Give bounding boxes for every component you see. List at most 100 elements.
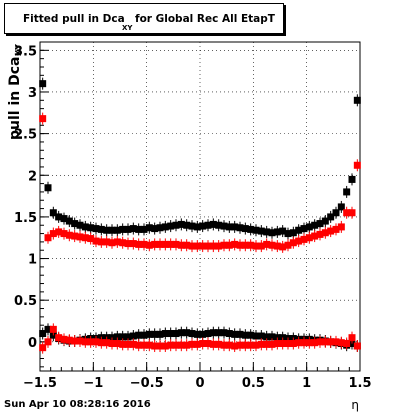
data-point-marker xyxy=(44,234,52,242)
data-point-marker xyxy=(124,333,132,341)
data-point-marker xyxy=(140,240,148,248)
data-point-marker xyxy=(263,228,271,236)
data-point-marker xyxy=(81,223,89,231)
data-point-marker xyxy=(236,330,244,338)
data-point-marker xyxy=(305,234,313,242)
data-point-marker xyxy=(145,241,153,249)
data-point-marker xyxy=(273,228,281,236)
data-point-marker xyxy=(140,331,148,339)
data-point-marker xyxy=(311,221,319,229)
data-point-marker xyxy=(263,340,271,348)
data-point-marker xyxy=(231,342,239,350)
data-point-marker xyxy=(236,224,244,232)
data-point-marker xyxy=(76,337,84,345)
data-point-marker xyxy=(97,225,105,233)
data-point-marker xyxy=(103,238,111,246)
data-point-marker xyxy=(87,235,95,243)
data-point-marker xyxy=(353,96,361,104)
data-point-marker xyxy=(172,221,180,229)
data-point-marker xyxy=(55,213,63,221)
data-point-marker xyxy=(119,333,127,341)
data-point-marker xyxy=(55,228,63,236)
data-point-marker xyxy=(204,221,212,229)
data-point-marker xyxy=(156,240,164,248)
data-point-marker xyxy=(300,339,308,347)
data-point-marker xyxy=(188,242,196,250)
y-tick-label: 3 xyxy=(28,86,37,101)
data-point-marker xyxy=(188,340,196,348)
data-point-marker xyxy=(199,222,207,230)
data-point-marker xyxy=(337,339,345,347)
data-point-marker xyxy=(225,341,233,349)
data-point-marker xyxy=(92,237,100,245)
data-point-marker xyxy=(113,226,121,234)
data-point-marker xyxy=(87,224,95,232)
data-point-marker xyxy=(257,332,265,340)
data-point-marker xyxy=(289,239,297,247)
data-point-marker xyxy=(241,341,249,349)
y-tick-label: 2.5 xyxy=(14,128,37,143)
data-point-marker xyxy=(215,221,223,229)
data-point-marker xyxy=(284,340,292,348)
y-tick-label: 0.5 xyxy=(14,294,37,309)
y-axis-label-subscript: XY xyxy=(14,44,23,56)
data-point-marker xyxy=(44,325,52,333)
data-point-marker xyxy=(209,329,217,337)
data-point-marker xyxy=(311,232,319,240)
chart-title-main: Fitted pull in Dca xyxy=(23,13,125,25)
data-point-marker xyxy=(135,331,143,339)
data-point-marker xyxy=(247,241,255,249)
data-point-marker xyxy=(321,338,329,346)
x-tick-label: 0.5 xyxy=(242,376,265,391)
data-point-marker xyxy=(337,203,345,211)
data-point-marker xyxy=(151,330,159,338)
data-point-marker xyxy=(215,242,223,250)
data-point-marker xyxy=(167,222,175,230)
data-point-marker xyxy=(151,342,159,350)
data-point-marker xyxy=(295,339,303,347)
data-point-marker xyxy=(135,240,143,248)
data-point-marker xyxy=(236,341,244,349)
data-point-marker xyxy=(252,242,260,250)
data-point-marker xyxy=(247,225,255,233)
data-point-marker xyxy=(295,237,303,245)
data-point-marker xyxy=(193,340,201,348)
data-point-marker xyxy=(135,341,143,349)
data-point-marker xyxy=(145,330,153,338)
data-point-marker xyxy=(87,338,95,346)
data-point-marker xyxy=(252,226,260,234)
data-point-marker xyxy=(327,213,335,221)
data-point-marker xyxy=(348,209,356,217)
data-point-marker xyxy=(108,340,116,348)
data-point-marker xyxy=(289,340,297,348)
data-point-marker xyxy=(353,161,361,169)
data-point-marker xyxy=(39,330,47,338)
data-point-marker xyxy=(39,115,47,123)
data-point-marker xyxy=(316,220,324,228)
data-point-marker xyxy=(76,221,84,229)
data-point-marker xyxy=(295,226,303,234)
data-point-marker xyxy=(177,341,185,349)
data-point-marker xyxy=(311,339,319,347)
data-point-marker xyxy=(241,331,249,339)
data-point-marker xyxy=(231,240,239,248)
data-point-marker xyxy=(353,342,361,350)
data-point-marker xyxy=(129,340,137,348)
data-point-marker xyxy=(156,330,164,338)
data-point-marker xyxy=(268,229,276,237)
data-point-marker xyxy=(263,240,271,248)
data-point-marker xyxy=(257,242,265,250)
data-point-marker xyxy=(60,335,68,343)
y-tick-label: 3.5 xyxy=(14,44,37,59)
data-point-marker xyxy=(241,225,249,233)
data-point-marker xyxy=(327,227,335,235)
data-point-marker xyxy=(231,330,239,338)
data-point-marker xyxy=(236,241,244,249)
x-tick-label: −0.5 xyxy=(130,376,164,391)
data-point-marker xyxy=(252,332,260,340)
data-point-marker xyxy=(65,217,73,225)
data-point-marker xyxy=(300,235,308,243)
chart-title-box: Fitted pull in Dca XY for Global Rec All… xyxy=(4,3,284,34)
data-point-marker xyxy=(337,223,345,231)
footer-date: Sun Apr 10 08:28:16 2016 xyxy=(4,399,151,410)
